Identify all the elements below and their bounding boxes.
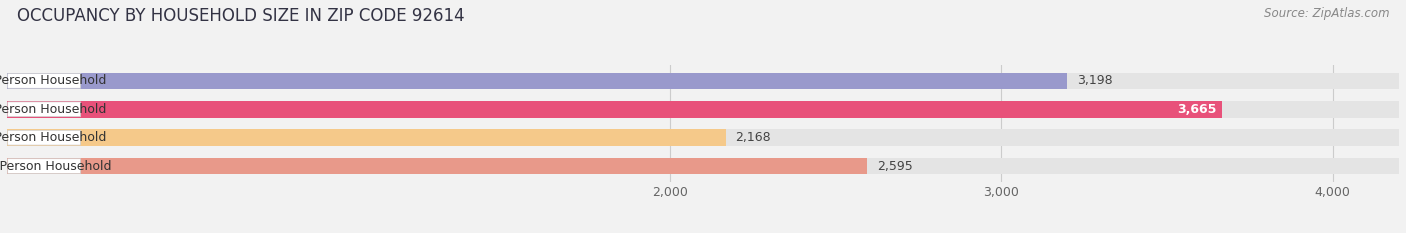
FancyBboxPatch shape: [7, 159, 80, 174]
Bar: [7, 73, 1399, 89]
Text: 3,198: 3,198: [1077, 74, 1112, 87]
Bar: [7, 158, 1399, 174]
Text: 2-Person Household: 2-Person Household: [0, 103, 107, 116]
Text: 2,168: 2,168: [735, 131, 770, 144]
Text: 3,665: 3,665: [1177, 103, 1216, 116]
Bar: [7, 130, 725, 146]
Text: 2,595: 2,595: [877, 160, 912, 173]
Bar: [7, 101, 1399, 117]
Bar: [7, 158, 868, 174]
Bar: [7, 130, 1399, 146]
FancyBboxPatch shape: [7, 102, 80, 117]
Text: 4+ Person Household: 4+ Person Household: [0, 160, 111, 173]
Text: OCCUPANCY BY HOUSEHOLD SIZE IN ZIP CODE 92614: OCCUPANCY BY HOUSEHOLD SIZE IN ZIP CODE …: [17, 7, 464, 25]
Text: Source: ZipAtlas.com: Source: ZipAtlas.com: [1264, 7, 1389, 20]
FancyBboxPatch shape: [7, 73, 80, 88]
FancyBboxPatch shape: [7, 130, 80, 145]
Text: 1-Person Household: 1-Person Household: [0, 74, 107, 87]
Bar: [7, 101, 1222, 117]
Bar: [7, 73, 1067, 89]
Text: 3-Person Household: 3-Person Household: [0, 131, 107, 144]
